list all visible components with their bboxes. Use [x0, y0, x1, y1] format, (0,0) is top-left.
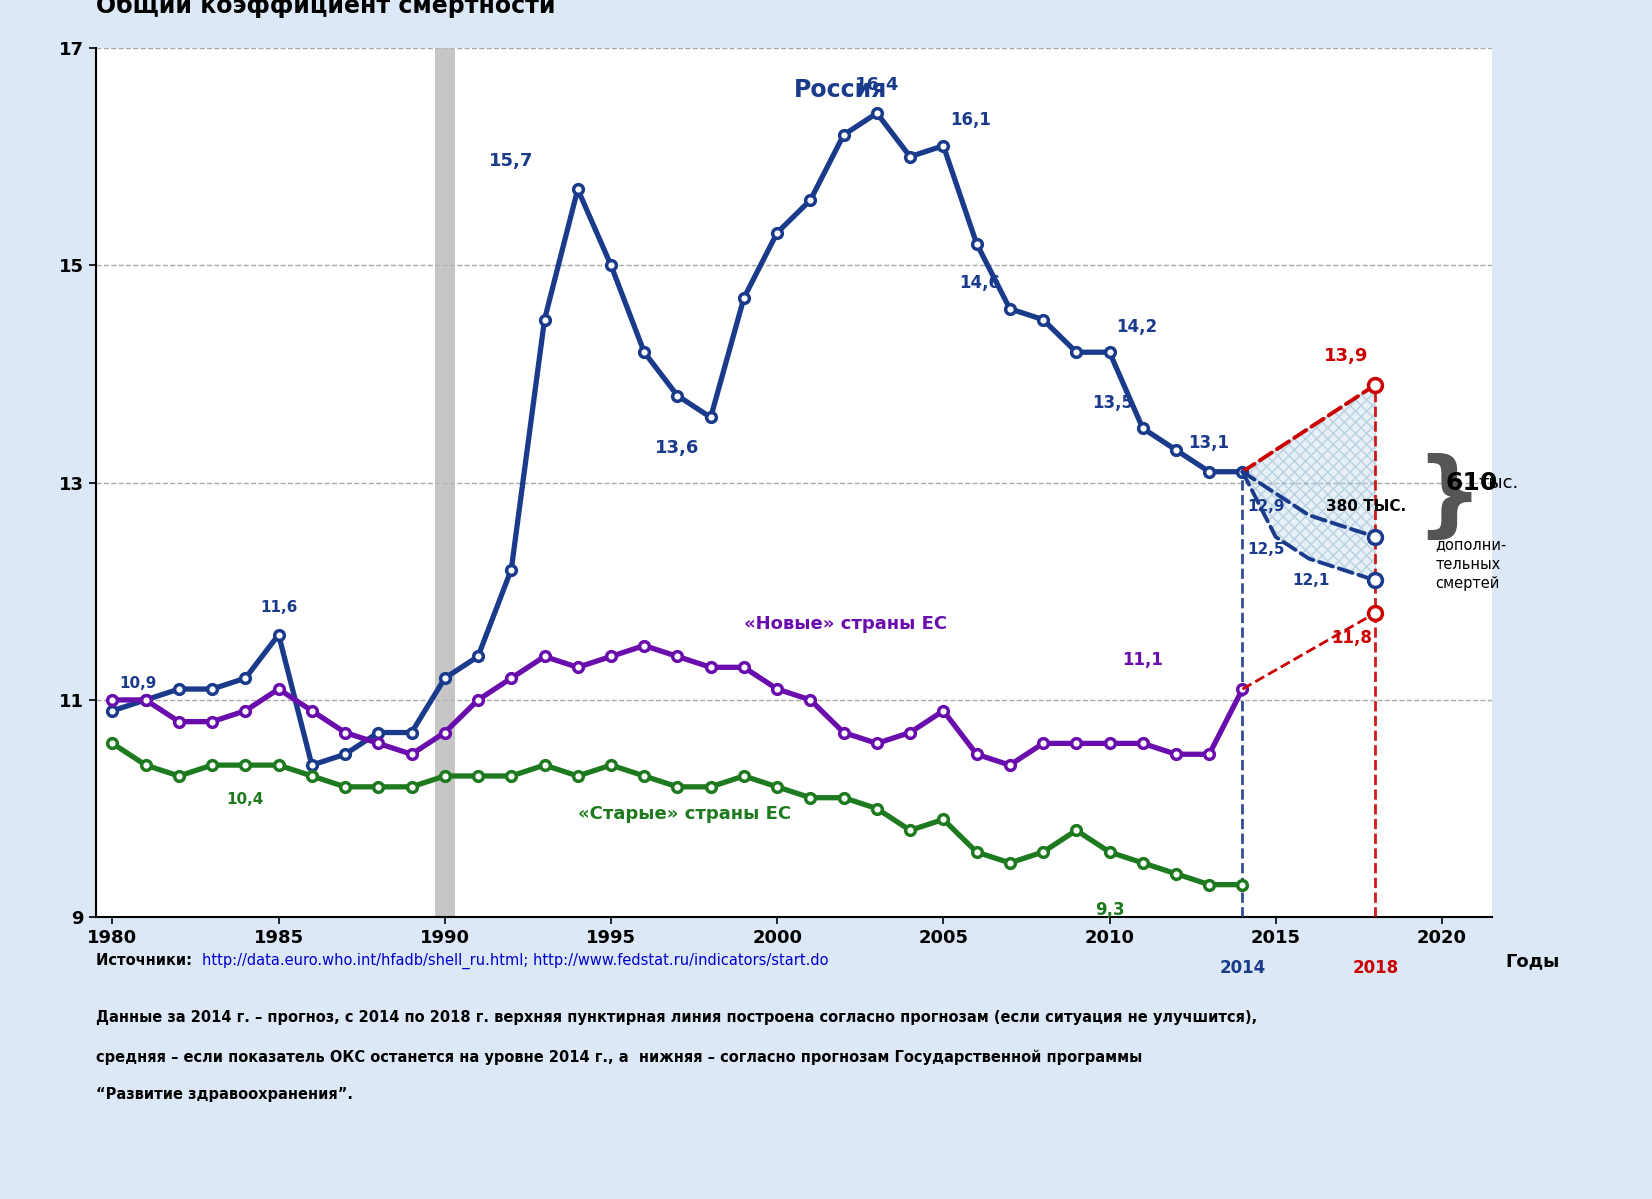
Text: 12,9: 12,9	[1247, 499, 1285, 514]
Text: тыс.: тыс.	[1479, 474, 1518, 492]
Text: Годы: Годы	[1505, 952, 1559, 970]
Text: 16,4: 16,4	[854, 76, 899, 94]
Text: 610: 610	[1446, 470, 1498, 495]
Text: дополни-
тельных
смертей: дополни- тельных смертей	[1436, 537, 1507, 591]
Text: http://data.euro.who.int/hfadb/shell_ru.html; http://www.fedstat.ru/indicators/s: http://data.euro.who.int/hfadb/shell_ru.…	[202, 953, 828, 970]
Text: Источники:: Источники:	[96, 953, 197, 969]
Text: 13,6: 13,6	[656, 439, 700, 457]
Text: 11,8: 11,8	[1332, 629, 1373, 647]
Text: Россия: Россия	[793, 78, 887, 102]
Text: 14,6: 14,6	[958, 275, 999, 293]
Text: Общий коэффициент смертности: Общий коэффициент смертности	[96, 0, 555, 18]
Text: 11,1: 11,1	[1122, 651, 1163, 669]
Text: «Новые» страны ЕС: «Новые» страны ЕС	[743, 615, 947, 633]
Text: “Развитие здравоохранения”.: “Развитие здравоохранения”.	[96, 1087, 354, 1103]
Text: 2018: 2018	[1353, 958, 1399, 976]
Text: 13,9: 13,9	[1325, 348, 1370, 366]
Text: «Старые» страны ЕС: «Старые» страны ЕС	[578, 806, 791, 824]
Text: 13,1: 13,1	[1188, 434, 1229, 452]
Text: 16,1: 16,1	[950, 112, 991, 129]
Text: 12,5: 12,5	[1247, 542, 1285, 558]
Text: 2014: 2014	[1219, 958, 1265, 976]
Bar	[434, 48, 454, 917]
Text: 13,5: 13,5	[1092, 394, 1133, 412]
Text: 12,1: 12,1	[1292, 573, 1330, 588]
Text: 14,2: 14,2	[1117, 318, 1158, 336]
Text: 10,4: 10,4	[226, 793, 264, 807]
Text: }: }	[1416, 453, 1482, 544]
Text: 15,7: 15,7	[489, 151, 534, 170]
Text: 380 ТЫС.: 380 ТЫС.	[1325, 499, 1406, 514]
Text: Данные за 2014 г. – прогноз, с 2014 по 2018 г. верхняя пунктирная линия построен: Данные за 2014 г. – прогноз, с 2014 по 2…	[96, 1010, 1257, 1025]
Text: 11,6: 11,6	[259, 601, 297, 615]
Text: средняя – если показатель ОКС останется на уровне 2014 г., а  нижняя – согласно : средняя – если показатель ОКС останется …	[96, 1049, 1142, 1065]
Text: 10,9: 10,9	[119, 676, 157, 691]
Text: 9,3: 9,3	[1095, 900, 1125, 918]
